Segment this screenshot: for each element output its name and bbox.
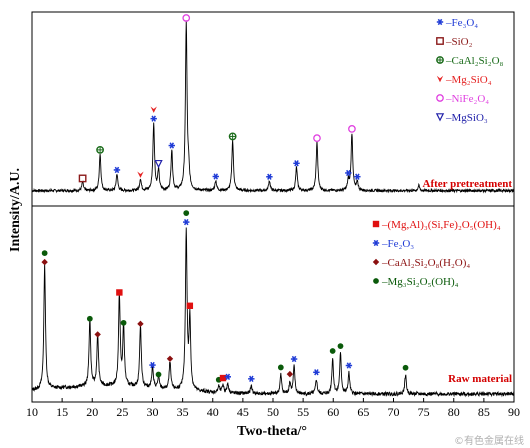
x-axis-ticks: 10 15 20 25 30 35 40 45 50 55 60 65 70 75 80 85 90 xyxy=(26,398,520,419)
peak-marker-raw-24 xyxy=(402,364,409,371)
peak-marker-raw-4 xyxy=(116,289,123,296)
peak-marker-top-11 xyxy=(266,173,273,180)
legend-top-symbol-1 xyxy=(436,37,444,45)
x-tick-label-20: 20 xyxy=(86,405,98,419)
peak-marker-top-6 xyxy=(154,159,163,169)
legend-top-label-0: –Fe₃O₄ xyxy=(445,17,478,29)
peak-markers xyxy=(41,14,409,383)
x-tick-label-90: 90 xyxy=(508,405,520,419)
peak-marker-raw-9 xyxy=(166,355,174,362)
legend-top-label-1: –SiO₂ xyxy=(445,36,473,48)
x-tick-label-50: 50 xyxy=(267,405,279,419)
legend-top-label-3: –Mg₂SiO₄ xyxy=(445,74,492,86)
peak-marker-top-10 xyxy=(228,132,237,141)
legend-bottom-symbol-0 xyxy=(372,220,380,228)
peak-marker-raw-20 xyxy=(313,369,320,376)
peak-marker-top-8 xyxy=(182,14,191,22)
peak-marker-top-13 xyxy=(313,134,321,142)
legend-top-symbol-0 xyxy=(436,18,444,26)
legend-bottom-label-3: –Mg₃Si₂O₅(OH)₄ xyxy=(381,276,459,288)
peak-marker-top-3 xyxy=(137,171,144,178)
legend-top-label-5: –MgSiO₃ xyxy=(445,112,488,124)
peak-marker-top-16 xyxy=(354,173,361,180)
peak-marker-raw-10 xyxy=(183,218,190,226)
peak-marker-raw-11 xyxy=(183,210,190,216)
legend-after-pretreatment: –Fe₃O₄ –SiO₂ –CaAl₂Si₂O₈ –Mg₂SiO₄ –NiFe₂O₄ –M… xyxy=(435,17,504,124)
peak-marker-raw-21 xyxy=(329,348,336,354)
legend-bottom-label-0: –(Mg,Al)₃(Si,Fe)₂O₅(OH)₄ xyxy=(381,219,501,231)
peak-marker-raw-19 xyxy=(290,355,298,363)
peak-marker-top-14 xyxy=(345,169,352,177)
after-pretreatment-series xyxy=(31,20,515,194)
x-tick-label-65: 65 xyxy=(357,405,369,419)
peak-marker-raw-1 xyxy=(41,250,48,256)
x-tick-label-35: 35 xyxy=(177,405,189,419)
legend-bottom-symbol-2 xyxy=(372,258,380,266)
peak-marker-raw-15 xyxy=(224,373,232,380)
legend-bottom-label-2: –CaAl₂Si₂O₈(H₂O)₄ xyxy=(381,257,470,269)
legend-raw-material: –(Mg,Al)₃(Si,Fe)₂O₅(OH)₄ –Fe₂O₃ –CaAl₂Si₂O… xyxy=(372,219,501,288)
peak-marker-top-9 xyxy=(212,173,219,180)
peak-marker-top-15 xyxy=(348,125,356,133)
x-tick-label-10: 10 xyxy=(26,405,38,419)
peak-marker-raw-7 xyxy=(149,361,156,369)
peak-marker-raw-14 xyxy=(219,374,227,382)
peak-marker-raw-3 xyxy=(94,331,101,338)
raw-material-line xyxy=(31,227,515,398)
x-tick-label-60: 60 xyxy=(327,405,339,419)
watermark: ©有色金属在线 xyxy=(454,434,524,447)
peak-marker-raw-0 xyxy=(41,258,48,266)
peak-marker-top-5 xyxy=(150,106,157,113)
peak-marker-raw-22 xyxy=(337,343,344,350)
legend-top-symbol-5 xyxy=(435,113,445,122)
peak-marker-top-0 xyxy=(78,174,87,183)
after-pretreatment-line xyxy=(31,20,515,194)
panel-label-raw-material: Raw material xyxy=(448,373,512,385)
x-tick-label-25: 25 xyxy=(116,405,128,419)
x-tick-label-70: 70 xyxy=(388,405,400,419)
peak-marker-raw-17 xyxy=(277,364,284,371)
x-tick-label-30: 30 xyxy=(147,405,159,419)
peak-marker-raw-23 xyxy=(345,362,353,369)
x-axis-title: Two-theta/° xyxy=(237,424,307,439)
plot-frame xyxy=(31,11,515,403)
peak-marker-top-2 xyxy=(113,166,121,174)
peak-marker-raw-18 xyxy=(286,370,294,378)
legend-bottom-label-1: –Fe₂O₃ xyxy=(381,238,414,250)
legend-top-label-4: –NiFe₂O₄ xyxy=(445,93,489,105)
legend-top-symbol-4 xyxy=(436,94,444,102)
x-tick-label-80: 80 xyxy=(448,405,460,419)
peak-marker-raw-5 xyxy=(120,319,127,326)
x-tick-label-45: 45 xyxy=(237,405,249,419)
x-tick-label-15: 15 xyxy=(56,405,68,419)
legend-bottom-symbol-3 xyxy=(373,278,379,284)
peak-marker-raw-8 xyxy=(155,371,162,378)
plot-border xyxy=(31,11,515,403)
legend-top-symbol-3 xyxy=(436,75,444,83)
panel-label-after-pretreatment: After pretreatment xyxy=(423,178,513,190)
x-tick-label-85: 85 xyxy=(478,405,490,419)
peak-marker-top-4 xyxy=(150,115,157,122)
peak-marker-raw-6 xyxy=(137,320,144,328)
peak-marker-top-7 xyxy=(168,142,175,149)
peak-marker-raw-2 xyxy=(86,315,93,322)
x-tick-label-75: 75 xyxy=(418,405,430,419)
peak-marker-top-1 xyxy=(96,145,104,154)
legend-top-symbol-2 xyxy=(436,56,444,64)
x-tick-label-55: 55 xyxy=(297,405,309,419)
legend-top-label-2: –CaAl₂Si₂O₈ xyxy=(445,55,504,67)
peak-marker-raw-12 xyxy=(186,302,194,309)
x-tick-label-40: 40 xyxy=(207,405,219,419)
raw-material-series xyxy=(31,227,515,398)
peak-marker-raw-16 xyxy=(248,375,255,382)
peak-marker-top-12 xyxy=(293,160,300,167)
legend-bottom-symbol-1 xyxy=(372,239,380,247)
y-axis-title: Intensity/A.U. xyxy=(8,168,23,252)
